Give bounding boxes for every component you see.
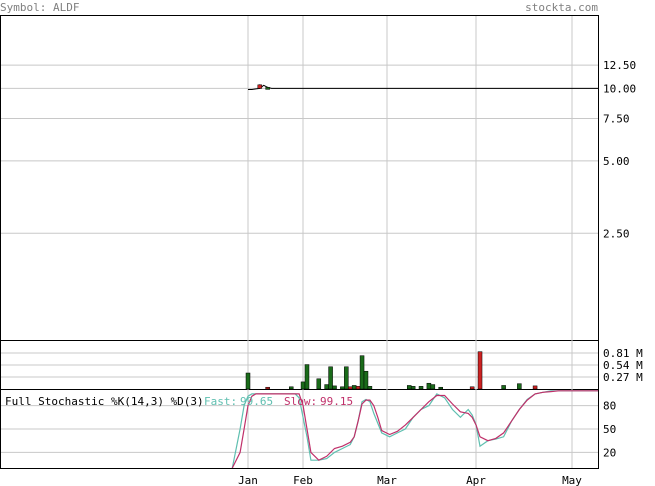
volume-bar (517, 383, 522, 390)
volume-bar (426, 382, 432, 390)
volume-bar (418, 386, 424, 390)
volume-bar (430, 384, 436, 390)
volume-tick-label: 0.81 M (603, 347, 643, 360)
volume-bar (289, 386, 294, 390)
volume-bar (532, 385, 538, 390)
symbol-label: Symbol: ALDF (0, 1, 79, 14)
price-candle (265, 87, 270, 90)
volume-bar (328, 366, 333, 390)
stochastic-panel-frame (0, 389, 599, 469)
volume-bar (367, 386, 373, 390)
y-tick-labels: 12.50 10.00 7.50 5.00 2.50 0.81 M0.54 M0.27 M… (603, 59, 643, 459)
fast-value: 99.65 (240, 395, 273, 408)
x-tick-label: Feb (293, 474, 313, 486)
volume-bar (300, 381, 306, 390)
volume-tick-label: 0.54 M (603, 359, 643, 372)
price-tick-label: 12.50 (603, 59, 636, 72)
volume-bar (340, 386, 345, 390)
stochastic-title: Full Stochastic %K(14,3) %D(3) (5, 395, 204, 408)
volume-tick-label: 0.27 M (603, 371, 643, 384)
volume-bar (477, 351, 483, 390)
stochastic-series (231, 390, 598, 468)
price-series (248, 84, 598, 90)
site-label[interactable]: stockta.com (525, 1, 598, 14)
volume-bar (344, 366, 349, 390)
volume-bar (245, 372, 251, 390)
x-tick-label: Jan (238, 474, 258, 486)
volume-bar (406, 385, 412, 390)
stochastic-tick-label: 20 (603, 446, 616, 459)
x-tick-label: May (562, 474, 582, 486)
price-tick-label: 2.50 (603, 227, 630, 240)
volume-bar (316, 378, 322, 390)
volume-bar (347, 386, 353, 390)
x-tick-labels: Jan Feb Mar Apr May (238, 474, 582, 486)
price-tick-label: 7.50 (603, 112, 630, 125)
stochastic-tick-label: 50 (603, 423, 616, 436)
x-tick-label: Apr (466, 474, 486, 486)
volume-bar (265, 386, 270, 390)
volume-bar (355, 386, 361, 390)
volume-bar (363, 370, 369, 390)
price-close-line (248, 84, 598, 90)
volume-bar (438, 386, 443, 390)
stochastic-slow-line (231, 390, 598, 468)
volume-bar (351, 385, 357, 390)
volume-bar (410, 386, 416, 390)
x-tick-label: Mar (377, 474, 397, 486)
volume-bars (245, 351, 538, 390)
slow-value: 99.15 (320, 395, 353, 408)
volume-bar (332, 385, 337, 390)
volume-bar (501, 385, 506, 390)
volume-bar (324, 384, 329, 390)
grid-layer (1, 16, 598, 468)
volume-bar (304, 364, 310, 390)
price-panel-frame (0, 15, 599, 341)
slow-label: Slow: (284, 395, 317, 408)
volume-bar (359, 355, 365, 390)
stochastic-tick-label: 80 (603, 400, 616, 413)
price-candle (257, 84, 263, 89)
fast-label: Fast: (204, 395, 237, 408)
price-tick-label: 10.00 (603, 82, 636, 95)
price-tick-label: 5.00 (603, 155, 630, 168)
volume-bar (469, 386, 475, 390)
